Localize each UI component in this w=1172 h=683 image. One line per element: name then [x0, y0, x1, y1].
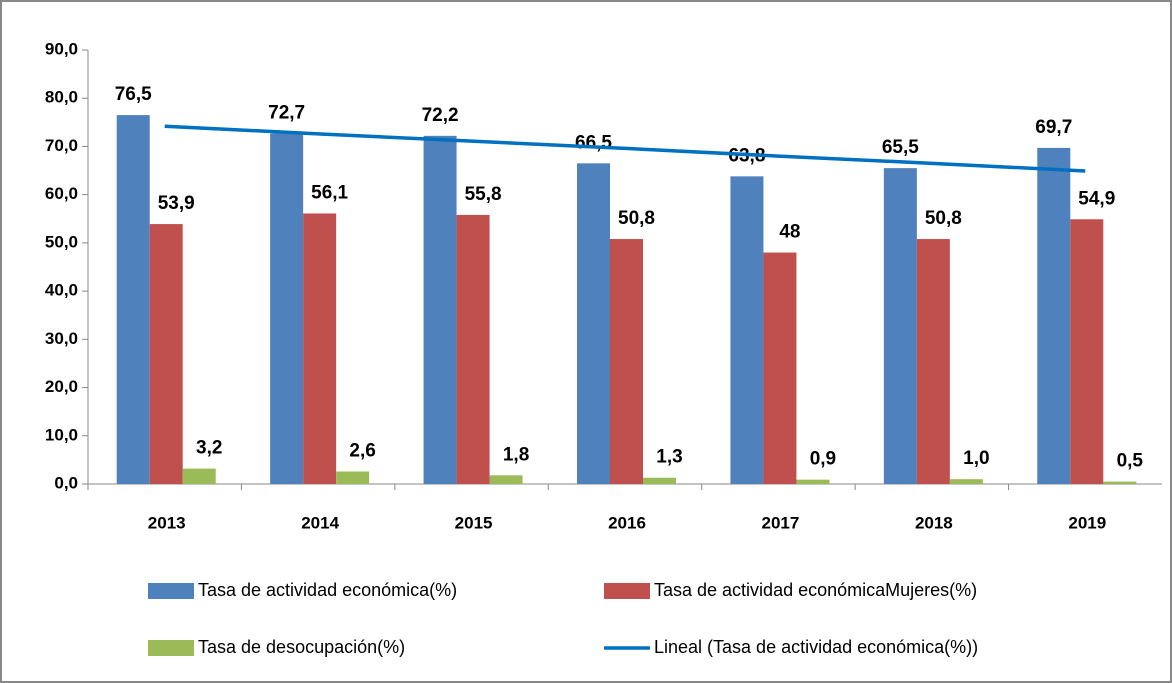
y-tick-label: 90,0 [45, 39, 78, 58]
y-tick-label: 70,0 [45, 136, 78, 155]
bar [182, 468, 216, 484]
data-label: 76,5 [115, 84, 152, 105]
bar [730, 176, 764, 484]
data-label: 69,7 [1035, 117, 1072, 138]
legend-label: Tasa de actividad económicaMujeres(%) [654, 580, 977, 600]
bar [456, 214, 490, 485]
bar [1037, 147, 1071, 484]
data-label: 1,0 [963, 448, 989, 469]
bar [916, 239, 950, 484]
data-label: 3,2 [196, 438, 222, 459]
data-label: 50,8 [925, 208, 962, 229]
bar [423, 135, 457, 484]
x-tick-label: 2016 [608, 513, 646, 532]
data-label: 65,5 [882, 137, 919, 158]
bar [577, 163, 610, 485]
bar [610, 239, 643, 484]
bar [149, 224, 183, 485]
data-label: 72,7 [268, 102, 305, 123]
data-label: 48 [779, 222, 800, 243]
trend-line [164, 124, 1086, 173]
legend-label: Tasa de actividad económica(%) [198, 580, 457, 600]
bar [1103, 481, 1137, 484]
y-tick-label: 10,0 [45, 425, 78, 444]
data-label: 1,8 [503, 444, 529, 465]
bar [270, 133, 304, 484]
bar [883, 168, 917, 484]
bar [336, 471, 370, 484]
y-tick-label: 20,0 [45, 377, 78, 396]
x-tick-label: 2017 [762, 513, 800, 532]
data-label: 66,5 [575, 132, 612, 153]
data-label: 56,1 [311, 182, 348, 203]
data-label: 0,5 [1117, 451, 1144, 472]
data-label: 1,3 [656, 447, 682, 468]
data-label: 72,2 [422, 105, 459, 126]
x-tick-label: 2019 [1068, 513, 1106, 532]
x-tick-label: 2018 [915, 513, 953, 532]
y-tick-label: 40,0 [45, 281, 78, 300]
y-tick-label: 0,0 [54, 473, 78, 492]
bar [489, 475, 523, 484]
x-tick-label: 2013 [148, 513, 186, 532]
x-tick-label: 2014 [301, 513, 339, 532]
bar [949, 479, 983, 484]
bar [303, 213, 337, 484]
bar [643, 477, 676, 484]
y-tick-label: 30,0 [45, 329, 78, 348]
bar [796, 479, 830, 484]
legend-swatch [148, 583, 194, 599]
legend-swatch [604, 583, 650, 599]
bar [1070, 219, 1104, 484]
x-tick-label: 2015 [455, 513, 493, 532]
data-label: 54,9 [1078, 188, 1115, 209]
data-label: 2,6 [349, 440, 375, 461]
data-label: 55,8 [465, 184, 502, 205]
bar [116, 115, 150, 484]
legend-swatch [148, 640, 194, 656]
data-label: 0,9 [810, 449, 836, 470]
bar [763, 252, 797, 484]
data-label: 53,9 [158, 193, 195, 214]
y-tick-label: 60,0 [45, 184, 78, 203]
y-tick-label: 50,0 [45, 232, 78, 251]
legend-label: Tasa de desocupación(%) [198, 637, 405, 657]
y-tick-label: 80,0 [45, 88, 78, 107]
data-label: 50,8 [618, 208, 655, 229]
legend-label: Lineal (Tasa de actividad económica(%)) [654, 637, 978, 657]
